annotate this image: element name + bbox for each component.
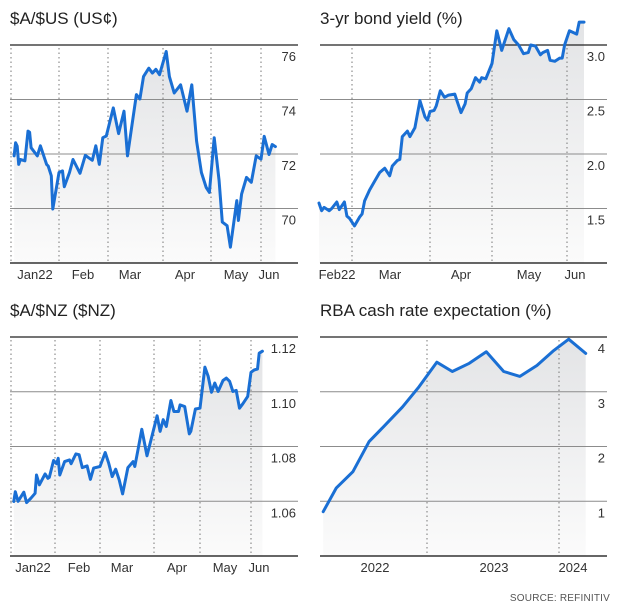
y-tick-label: 1.5 (587, 213, 605, 228)
x-tick-label: Mar (111, 560, 134, 575)
area-fill (14, 51, 276, 263)
x-tick-label: May (213, 560, 238, 575)
x-tick-label: Apr (167, 560, 188, 575)
chart-title: $A/$NZ ($NZ) (10, 301, 116, 320)
series-line (12, 50, 277, 249)
y-tick-label: 1.06 (271, 505, 296, 520)
y-tick-label: 1.10 (271, 396, 296, 411)
y-tick-label: 3 (598, 396, 605, 411)
x-tick-label: Feb22 (319, 267, 356, 282)
x-tick-label: Mar (119, 267, 142, 282)
x-tick-label: 2024 (559, 560, 588, 575)
x-tick-label: 2022 (361, 560, 390, 575)
y-tick-label: 1 (598, 505, 605, 520)
y-tick-label: 1.08 (271, 451, 296, 466)
y-tick-label: 4 (598, 341, 605, 356)
x-tick-label: Jan22 (17, 267, 52, 282)
y-tick-label: 3.0 (587, 49, 605, 64)
x-tick-label: Jun (565, 267, 586, 282)
chart-title: RBA cash rate expectation (%) (320, 301, 552, 320)
x-tick-label: Feb (72, 267, 94, 282)
chart-panel-2: 3-yr bond yield (%) 1.5 2.0 2.5 3.0 Feb22 Mar A… (317, 9, 607, 282)
x-tick-label: Feb (68, 560, 90, 575)
x-tick-label: May (224, 267, 249, 282)
y-tick-label: 72 (282, 158, 296, 173)
chart-panel-1: $A/$US (US¢) 70 72 74 76 Jan22 Feb Mar Apr May Jun (10, 9, 298, 282)
area-fill (319, 22, 584, 263)
x-tick-label: Jun (249, 560, 270, 575)
x-tick-label: May (517, 267, 542, 282)
chart-panel-4: RBA cash rate expectation (%) 1 2 3 4 2022 202… (320, 301, 607, 575)
y-tick-label: 2.0 (587, 158, 605, 173)
x-tick-label: Jun (259, 267, 280, 282)
y-tick-label: 76 (282, 49, 296, 64)
y-tick-label: 70 (282, 213, 296, 228)
x-tick-label: Jan22 (15, 560, 50, 575)
chart-panel-3: $A/$NZ ($NZ) 1.06 1.08 1.10 1.12 Jan22 Feb Mar A… (10, 301, 298, 575)
source-note: SOURCE: REFINITIV (510, 593, 610, 604)
x-tick-label: Mar (379, 267, 402, 282)
area-fill (323, 339, 586, 556)
y-tick-label: 2 (598, 451, 605, 466)
y-tick-label: 1.12 (271, 341, 296, 356)
x-tick-label: 2023 (480, 560, 509, 575)
chart-title: $A/$US (US¢) (10, 9, 118, 28)
y-tick-label: 74 (282, 104, 296, 119)
chart-title: 3-yr bond yield (%) (320, 9, 463, 28)
series-line (317, 20, 586, 228)
y-tick-label: 2.5 (587, 104, 605, 119)
x-tick-label: Apr (175, 267, 196, 282)
x-tick-label: Apr (451, 267, 472, 282)
